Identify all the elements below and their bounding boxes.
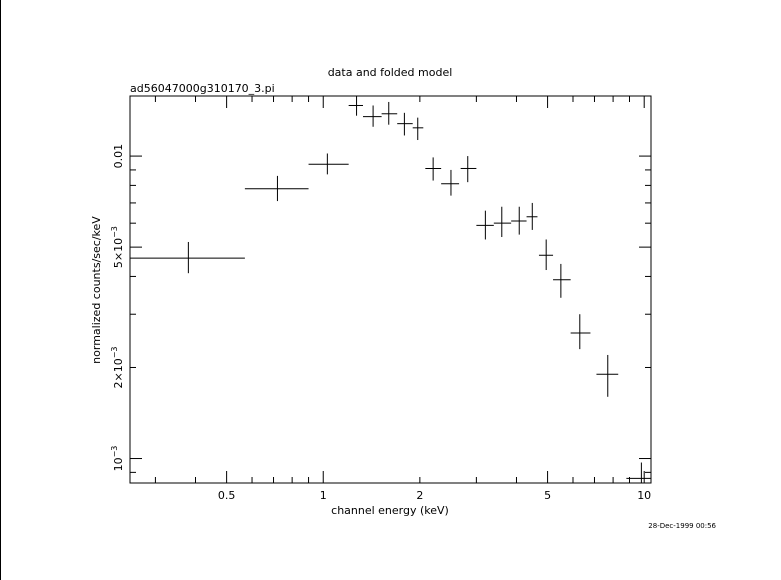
y-tick-label: 5×10−3 xyxy=(110,226,125,268)
x-tick-label: 0.5 xyxy=(218,489,236,502)
data-point xyxy=(244,175,309,202)
data-point xyxy=(538,239,554,271)
y-axis-ticks: 10−32×10−35×10−30.01 xyxy=(110,144,651,473)
y-tick-label-base: 5×10 xyxy=(112,238,125,268)
page-left-border xyxy=(0,0,1,580)
y-tick-label-exponent: −3 xyxy=(110,226,119,238)
data-point xyxy=(493,206,512,238)
y-tick-label-exponent: −3 xyxy=(110,446,119,458)
data-point xyxy=(511,206,527,235)
data-point xyxy=(460,156,477,183)
data-point xyxy=(412,117,424,141)
data-point xyxy=(348,96,363,116)
y-axis-label: normalized counts/sec/keV xyxy=(90,216,103,364)
y-tick-label: 2×10−3 xyxy=(110,346,125,388)
x-tick-label: 2 xyxy=(416,489,423,502)
y-tick-label: 10−3 xyxy=(110,446,125,472)
data-point xyxy=(130,241,245,274)
y-tick-label: 0.01 xyxy=(112,144,125,169)
timestamp: 28-Dec-1999 00:56 xyxy=(648,522,716,530)
y-tick-label-base: 10 xyxy=(112,457,125,471)
data-point xyxy=(397,112,413,136)
data-point xyxy=(570,314,591,350)
x-tick-label: 1 xyxy=(320,489,327,502)
plot-frame xyxy=(129,95,652,484)
x-axis-ticks: 0.5 1 2 5 10 xyxy=(154,96,651,502)
x-tick-label: 5 xyxy=(544,489,551,502)
y-tick-label-base: 2×10 xyxy=(112,358,125,388)
data-point xyxy=(626,462,651,483)
x-tick-label: 10 xyxy=(637,489,651,502)
data-point xyxy=(425,157,442,181)
chart-subtitle: ad56047000g310170_3.pi xyxy=(130,82,275,95)
data-point xyxy=(553,263,571,298)
data-point xyxy=(381,101,398,125)
data-point xyxy=(362,105,382,127)
data-point xyxy=(526,202,538,230)
data-point xyxy=(596,354,619,397)
data-points xyxy=(130,96,651,483)
data-point xyxy=(308,153,349,175)
data-point xyxy=(441,169,460,196)
y-tick-label-base: 0.01 xyxy=(112,144,125,169)
chart-title: data and folded model xyxy=(328,66,453,79)
data-point xyxy=(476,210,494,240)
y-tick-label-exponent: −3 xyxy=(110,346,119,358)
x-axis-label: channel energy (keV) xyxy=(331,504,449,517)
